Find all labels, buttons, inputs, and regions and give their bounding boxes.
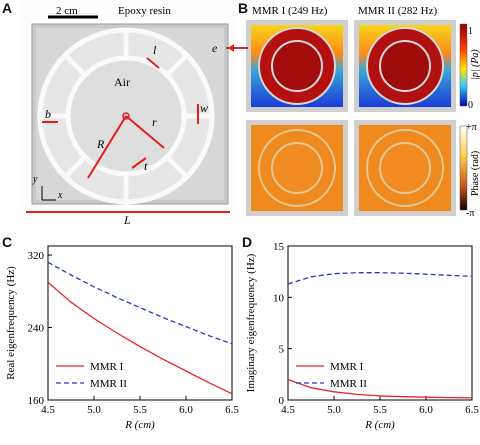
series-line-mmr-ii <box>47 261 233 345</box>
x-tick-label: 4.5 <box>41 404 55 416</box>
phase-cb-max: +π <box>466 122 477 133</box>
x-tick-label: 5.0 <box>327 404 341 416</box>
epoxy-label: Epoxy resin <box>118 5 171 17</box>
svg-text:e: e <box>212 41 218 55</box>
coord-axes <box>41 186 56 201</box>
legend-label: MMR II <box>330 378 367 390</box>
panel-label-c: C <box>2 234 13 250</box>
y-tick-label: 15 <box>273 241 285 253</box>
amp-cb-min: 0 <box>468 100 473 111</box>
panel-label-b: B <box>238 0 249 16</box>
x-tick-label: 5.5 <box>373 404 387 416</box>
phase-colorbar <box>459 125 468 211</box>
svg-text:b: b <box>45 107 51 121</box>
x-tick-label: 6.0 <box>179 404 193 416</box>
amp-cb-max: 1 <box>468 26 473 37</box>
panel-label-d: D <box>242 234 253 250</box>
legend-label: MMR II <box>90 378 127 390</box>
air-label: Air <box>114 75 130 89</box>
x-tick-label: 6.5 <box>465 404 479 416</box>
x-tick-label: 5.0 <box>87 404 101 416</box>
scale-bar-label: 2 cm <box>56 5 78 17</box>
mode-field-maps: MMR I (249 Hz) MMR II (282 Hz) 1 0 |p| (… <box>246 5 480 219</box>
axis-x-label: x <box>57 190 63 201</box>
ring-spokes <box>40 30 212 202</box>
svg-text:w: w <box>200 101 208 115</box>
amp-colorbar <box>459 23 468 107</box>
legend-label: MMR I <box>330 361 364 373</box>
phase-cb-label: Phase (rad) <box>470 151 480 196</box>
panel-label-a: A <box>2 0 13 16</box>
series-line-mmr-ii <box>287 272 473 285</box>
y-tick-label: 160 <box>28 395 45 407</box>
y-tick-label: 0 <box>279 395 285 407</box>
plot-frame <box>47 245 233 401</box>
x-axis-label: R (cm) <box>124 419 155 431</box>
amp-cb-label: |p| (Pa) <box>470 49 480 80</box>
x-tick-label: 6.0 <box>419 404 433 416</box>
svg-text:l: l <box>153 43 157 57</box>
phase-cb-min: -π <box>466 208 474 219</box>
x-tick-label: 4.5 <box>281 404 295 416</box>
axis-y-label: y <box>32 174 38 185</box>
x-tick-label: 6.5 <box>225 404 239 416</box>
x-axis-label: R (cm) <box>364 419 395 431</box>
y-tick-label: 5 <box>279 344 285 356</box>
mode2-title: MMR II (282 Hz) <box>358 5 437 17</box>
y-axis-label: Real eigenfrequency (Hz) <box>5 266 17 380</box>
chart-real-eigenfrequency: 4.5 5.0 5.5 6.0 6.5 160 240 320 R (cm) Real eigen… <box>5 245 239 431</box>
chart-imag-eigenfrequency: 4.5 5.0 5.5 6.0 6.5 0 5 10 15 R (cm) Imaginary eig… <box>245 241 479 431</box>
svg-text:r: r <box>152 115 157 129</box>
y-tick-label: 240 <box>28 323 45 335</box>
sample-photo: 2 cm Epoxy resin Air l e w b R r t L y x <box>18 0 238 225</box>
legend-label: MMR I <box>90 361 124 373</box>
y-tick-label: 320 <box>28 250 45 262</box>
svg-text:L: L <box>123 213 131 225</box>
svg-text:R: R <box>96 137 105 151</box>
dimension-labels: l e w b R r t L <box>45 41 218 225</box>
x-tick-label: 5.5 <box>133 404 147 416</box>
plot-frame <box>287 245 473 401</box>
series-line-mmr-i <box>287 378 473 399</box>
svg-text:t: t <box>144 159 148 173</box>
y-tick-label: 10 <box>273 292 285 304</box>
series-line-mmr-i <box>47 281 233 395</box>
y-axis-label: Imaginary eigenfrequency (Hz) <box>245 253 257 392</box>
field-arrow <box>228 44 248 52</box>
mode1-title: MMR I (249 Hz) <box>252 5 328 17</box>
